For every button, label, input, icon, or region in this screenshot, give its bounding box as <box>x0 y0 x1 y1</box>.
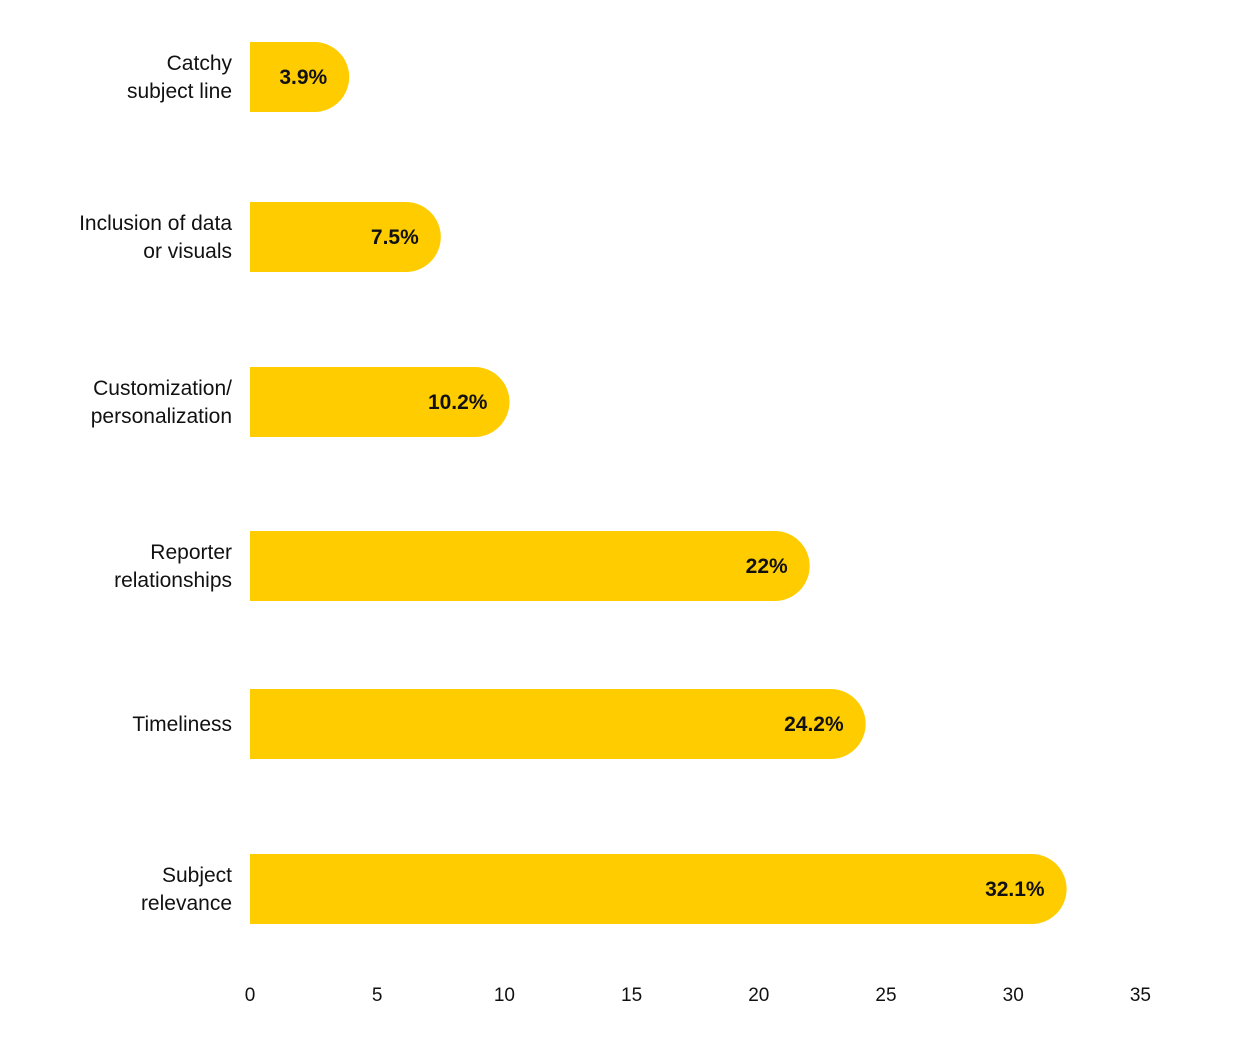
category-label-line: Catchy <box>167 52 233 75</box>
category-label-line: relevance <box>141 892 232 915</box>
category-label-line: subject line <box>127 80 232 103</box>
value-label-reporter-relationships: 22% <box>746 555 788 578</box>
bars-layer <box>250 42 1067 924</box>
category-label-line: Customization/ <box>93 377 232 400</box>
x-tick-label-10: 10 <box>494 985 515 1006</box>
category-label-line: Inclusion of data <box>79 212 232 235</box>
x-tick-label-15: 15 <box>621 985 642 1006</box>
x-tick-label-0: 0 <box>245 985 256 1006</box>
x-tick-label-30: 30 <box>1003 985 1024 1006</box>
category-label-catchy-subject-line: Catchy subject line <box>127 52 233 103</box>
bar-catchy-subject-line <box>250 42 350 112</box>
category-label-line: Timeliness <box>132 713 232 736</box>
x-axis-ticks: 0 5 10 15 20 25 30 35 <box>245 985 1151 1006</box>
value-labels: 3.9% 7.5% 10.2% 22% 24.2% 32.1% <box>279 66 1045 901</box>
value-label-inclusion-of-data-or-visuals: 7.5% <box>371 226 419 249</box>
bar-customization-personalization <box>250 367 510 437</box>
category-label-line: Reporter <box>150 541 232 564</box>
category-label-line: personalization <box>91 405 232 428</box>
x-tick-label-35: 35 <box>1130 985 1151 1006</box>
bar-reporter-relationships <box>250 531 810 601</box>
category-label-timeliness: Timeliness <box>132 713 232 736</box>
category-label-line: or visuals <box>143 240 232 263</box>
value-label-customization-personalization: 10.2% <box>428 391 488 414</box>
category-label-line: Subject <box>162 864 232 887</box>
category-label-subject-relevance: Subject relevance <box>141 864 232 915</box>
category-label-inclusion-of-data-or-visuals: Inclusion of data or visuals <box>79 212 232 263</box>
value-label-timeliness: 24.2% <box>784 713 844 736</box>
category-labels: Catchy subject line Inclusion of data or vi… <box>79 52 232 915</box>
value-label-catchy-subject-line: 3.9% <box>279 66 327 89</box>
x-tick-label-5: 5 <box>372 985 383 1006</box>
x-tick-label-25: 25 <box>875 985 896 1006</box>
bar-inclusion-of-data-or-visuals <box>250 202 441 272</box>
category-label-reporter-relationships: Reporter relationships <box>114 541 232 592</box>
category-label-line: relationships <box>114 569 232 592</box>
category-label-customization-personalization: Customization/personalization <box>91 377 232 428</box>
bar-subject-relevance <box>250 854 1067 924</box>
bar-timeliness <box>250 689 866 759</box>
value-label-subject-relevance: 32.1% <box>985 878 1045 901</box>
x-tick-label-20: 20 <box>748 985 769 1006</box>
